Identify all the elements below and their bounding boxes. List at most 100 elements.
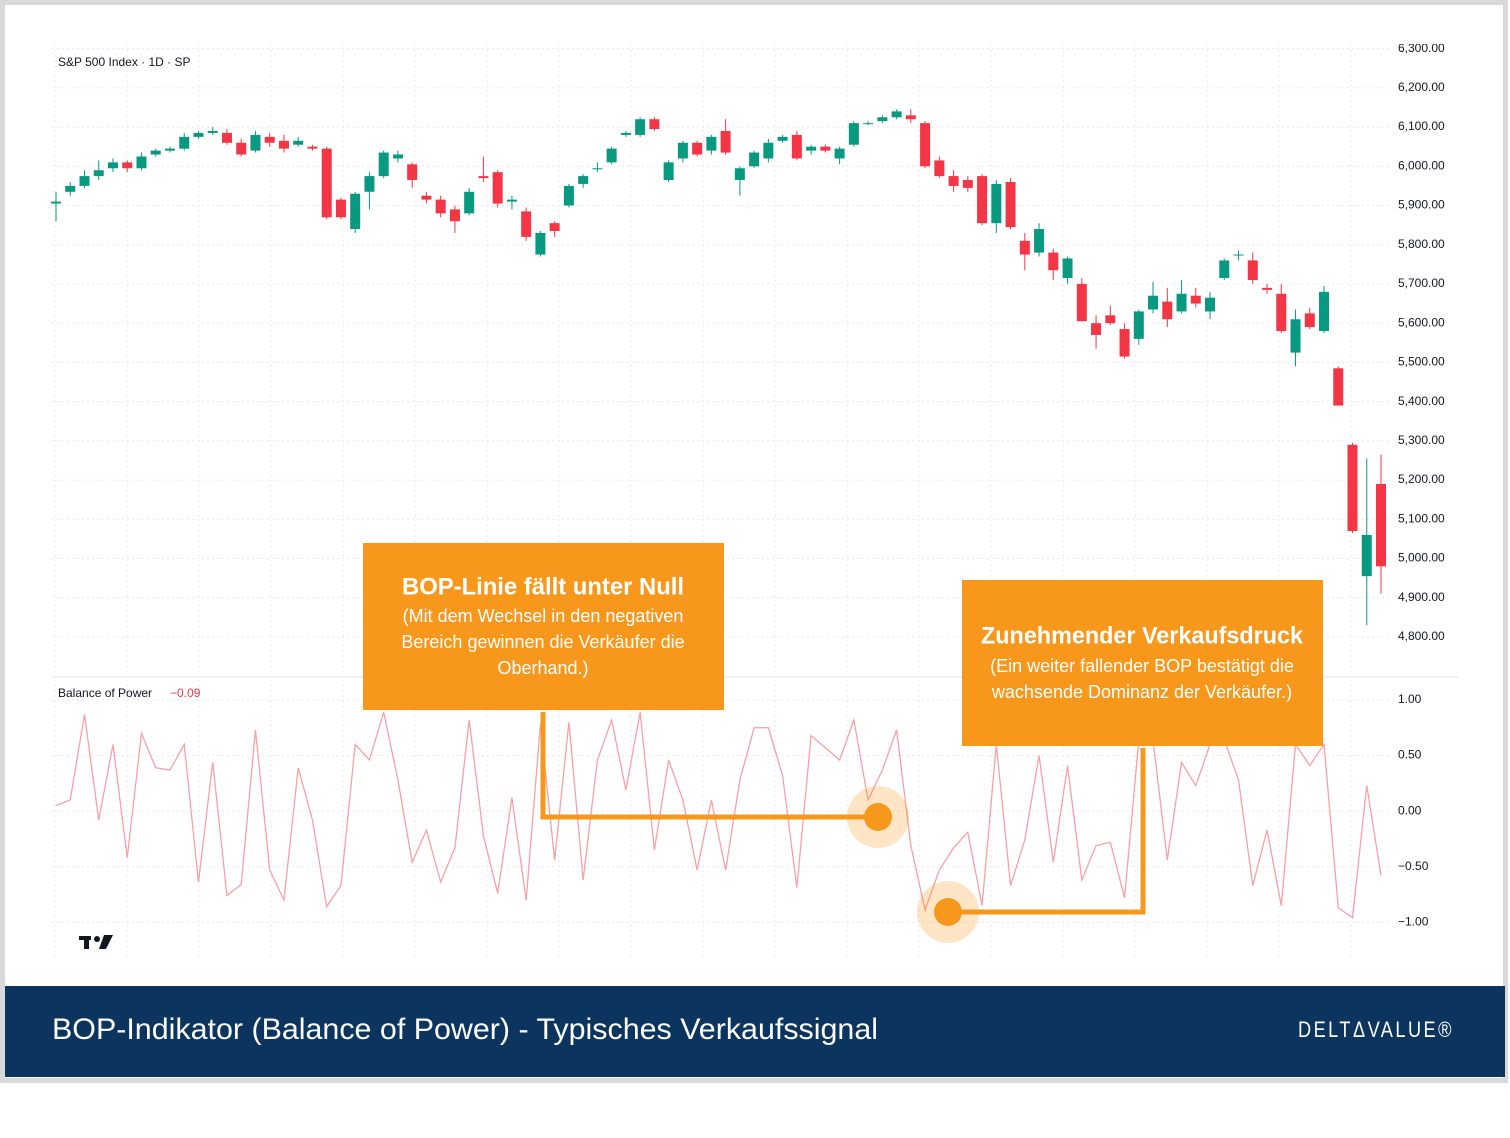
y-tick-label: 6,200.00 <box>1398 80 1445 94</box>
candle-body <box>606 148 617 163</box>
candle-body <box>264 136 275 143</box>
candle-body <box>1333 368 1344 406</box>
bop-line <box>55 712 1382 919</box>
candle-body <box>1262 287 1273 290</box>
candle-body <box>977 176 988 224</box>
candle-body <box>1148 295 1159 310</box>
candle-body <box>649 119 660 130</box>
candle-body <box>65 185 76 192</box>
price-pane: 6,300.00 6,200.00 6,100.00 6,000.00 5,900.00… <box>51 41 1445 675</box>
candle-body <box>236 142 247 155</box>
candle-body <box>1176 293 1187 312</box>
candle-body <box>706 136 717 151</box>
annotation-text: (Mit dem Wechsel in den negativen <box>403 606 684 626</box>
candle-body <box>478 176 489 179</box>
candle-body <box>79 176 90 186</box>
y-tick-label: 5,100.00 <box>1398 511 1445 525</box>
y-tick-label: 1.00 <box>1398 692 1422 706</box>
candle-body <box>521 211 532 237</box>
candle-body <box>820 146 831 151</box>
y-tick-label: −0.50 <box>1398 859 1429 873</box>
marker <box>934 898 962 926</box>
candle-body <box>51 201 61 204</box>
y-tick-label: 6,300.00 <box>1398 41 1445 55</box>
candle-body <box>1205 297 1216 312</box>
candle-body <box>549 223 560 232</box>
y-tick-label: 6,100.00 <box>1398 119 1445 133</box>
candle-body <box>1319 291 1330 332</box>
candle-body <box>1276 293 1287 332</box>
candle-body <box>506 199 517 202</box>
indicator-title: Balance of Power <box>58 686 152 700</box>
candle-body <box>891 111 902 118</box>
candle-body <box>207 130 218 133</box>
candle-body <box>1048 252 1059 271</box>
candle-body <box>791 134 802 159</box>
annotation-title: Zunehmender Verkaufsdruck <box>981 622 1304 649</box>
candle-body <box>763 142 774 159</box>
candle-body <box>321 148 332 218</box>
candle-body <box>834 148 845 159</box>
candle-body <box>535 232 546 255</box>
candle-body <box>293 140 304 145</box>
candle-body <box>464 191 475 214</box>
y-tick-label: 0.00 <box>1398 803 1422 817</box>
y-tick-label: 5,700.00 <box>1398 276 1445 290</box>
candle-body <box>449 209 460 222</box>
y-tick-label: −1.00 <box>1398 914 1429 928</box>
candle-body <box>1347 444 1358 532</box>
candle-body <box>777 136 788 141</box>
candle-body <box>1019 240 1030 255</box>
y-tick-label: 5,200.00 <box>1398 472 1445 486</box>
tv-logo <box>79 935 113 949</box>
candle-body <box>1005 181 1016 228</box>
candle-body <box>863 123 874 125</box>
candle-body <box>677 142 688 159</box>
y-tick-label: 5,600.00 <box>1398 315 1445 329</box>
candle-body <box>1034 229 1045 253</box>
y-tick-label: 5,900.00 <box>1398 198 1445 212</box>
y-tick-label: 0.50 <box>1398 748 1422 762</box>
candle-body <box>563 185 574 206</box>
candle-body <box>905 115 916 120</box>
candle-body <box>991 183 1002 224</box>
candle-body <box>1304 313 1315 328</box>
candle-body <box>278 140 289 149</box>
connector <box>540 712 878 820</box>
footer-bar <box>5 986 1505 1077</box>
candle-body <box>692 142 703 155</box>
brand: DELTΔVALUE® <box>1298 1017 1454 1042</box>
connector <box>948 748 1146 915</box>
indicator-value: −0.09 <box>170 686 201 700</box>
candle-body <box>1247 260 1258 281</box>
chart-title: S&P 500 Index · 1D · SP <box>58 55 191 69</box>
candle-body <box>421 195 432 200</box>
candle-body <box>1105 315 1116 324</box>
candle-body <box>1219 260 1230 279</box>
candle-body <box>350 193 361 230</box>
y-tick-label: 6,000.00 <box>1398 158 1445 172</box>
candle-body <box>407 164 418 181</box>
annotation-text: Oberhand.) <box>497 658 588 678</box>
candle-body <box>107 162 118 169</box>
candle-body <box>179 136 190 149</box>
candle-body <box>150 150 161 155</box>
candle-body <box>136 156 147 169</box>
candle-body <box>962 180 973 188</box>
candle-body <box>335 199 346 218</box>
y-tick-label: 5,800.00 <box>1398 237 1445 251</box>
candle-body <box>1062 258 1073 279</box>
candle-body <box>307 146 318 149</box>
candle-body <box>578 176 589 184</box>
candle-body <box>806 146 817 151</box>
candle-body <box>734 168 745 181</box>
candle-body <box>122 162 133 169</box>
y-tick-label: 4,900.00 <box>1398 590 1445 604</box>
candle-body <box>364 176 375 192</box>
y-tick-label: 5,500.00 <box>1398 355 1445 369</box>
footer-title: BOP-Indikator (Balance of Power) - Typis… <box>52 1013 878 1046</box>
y-tick-label: 4,800.00 <box>1398 629 1445 643</box>
candle-body <box>948 176 959 186</box>
